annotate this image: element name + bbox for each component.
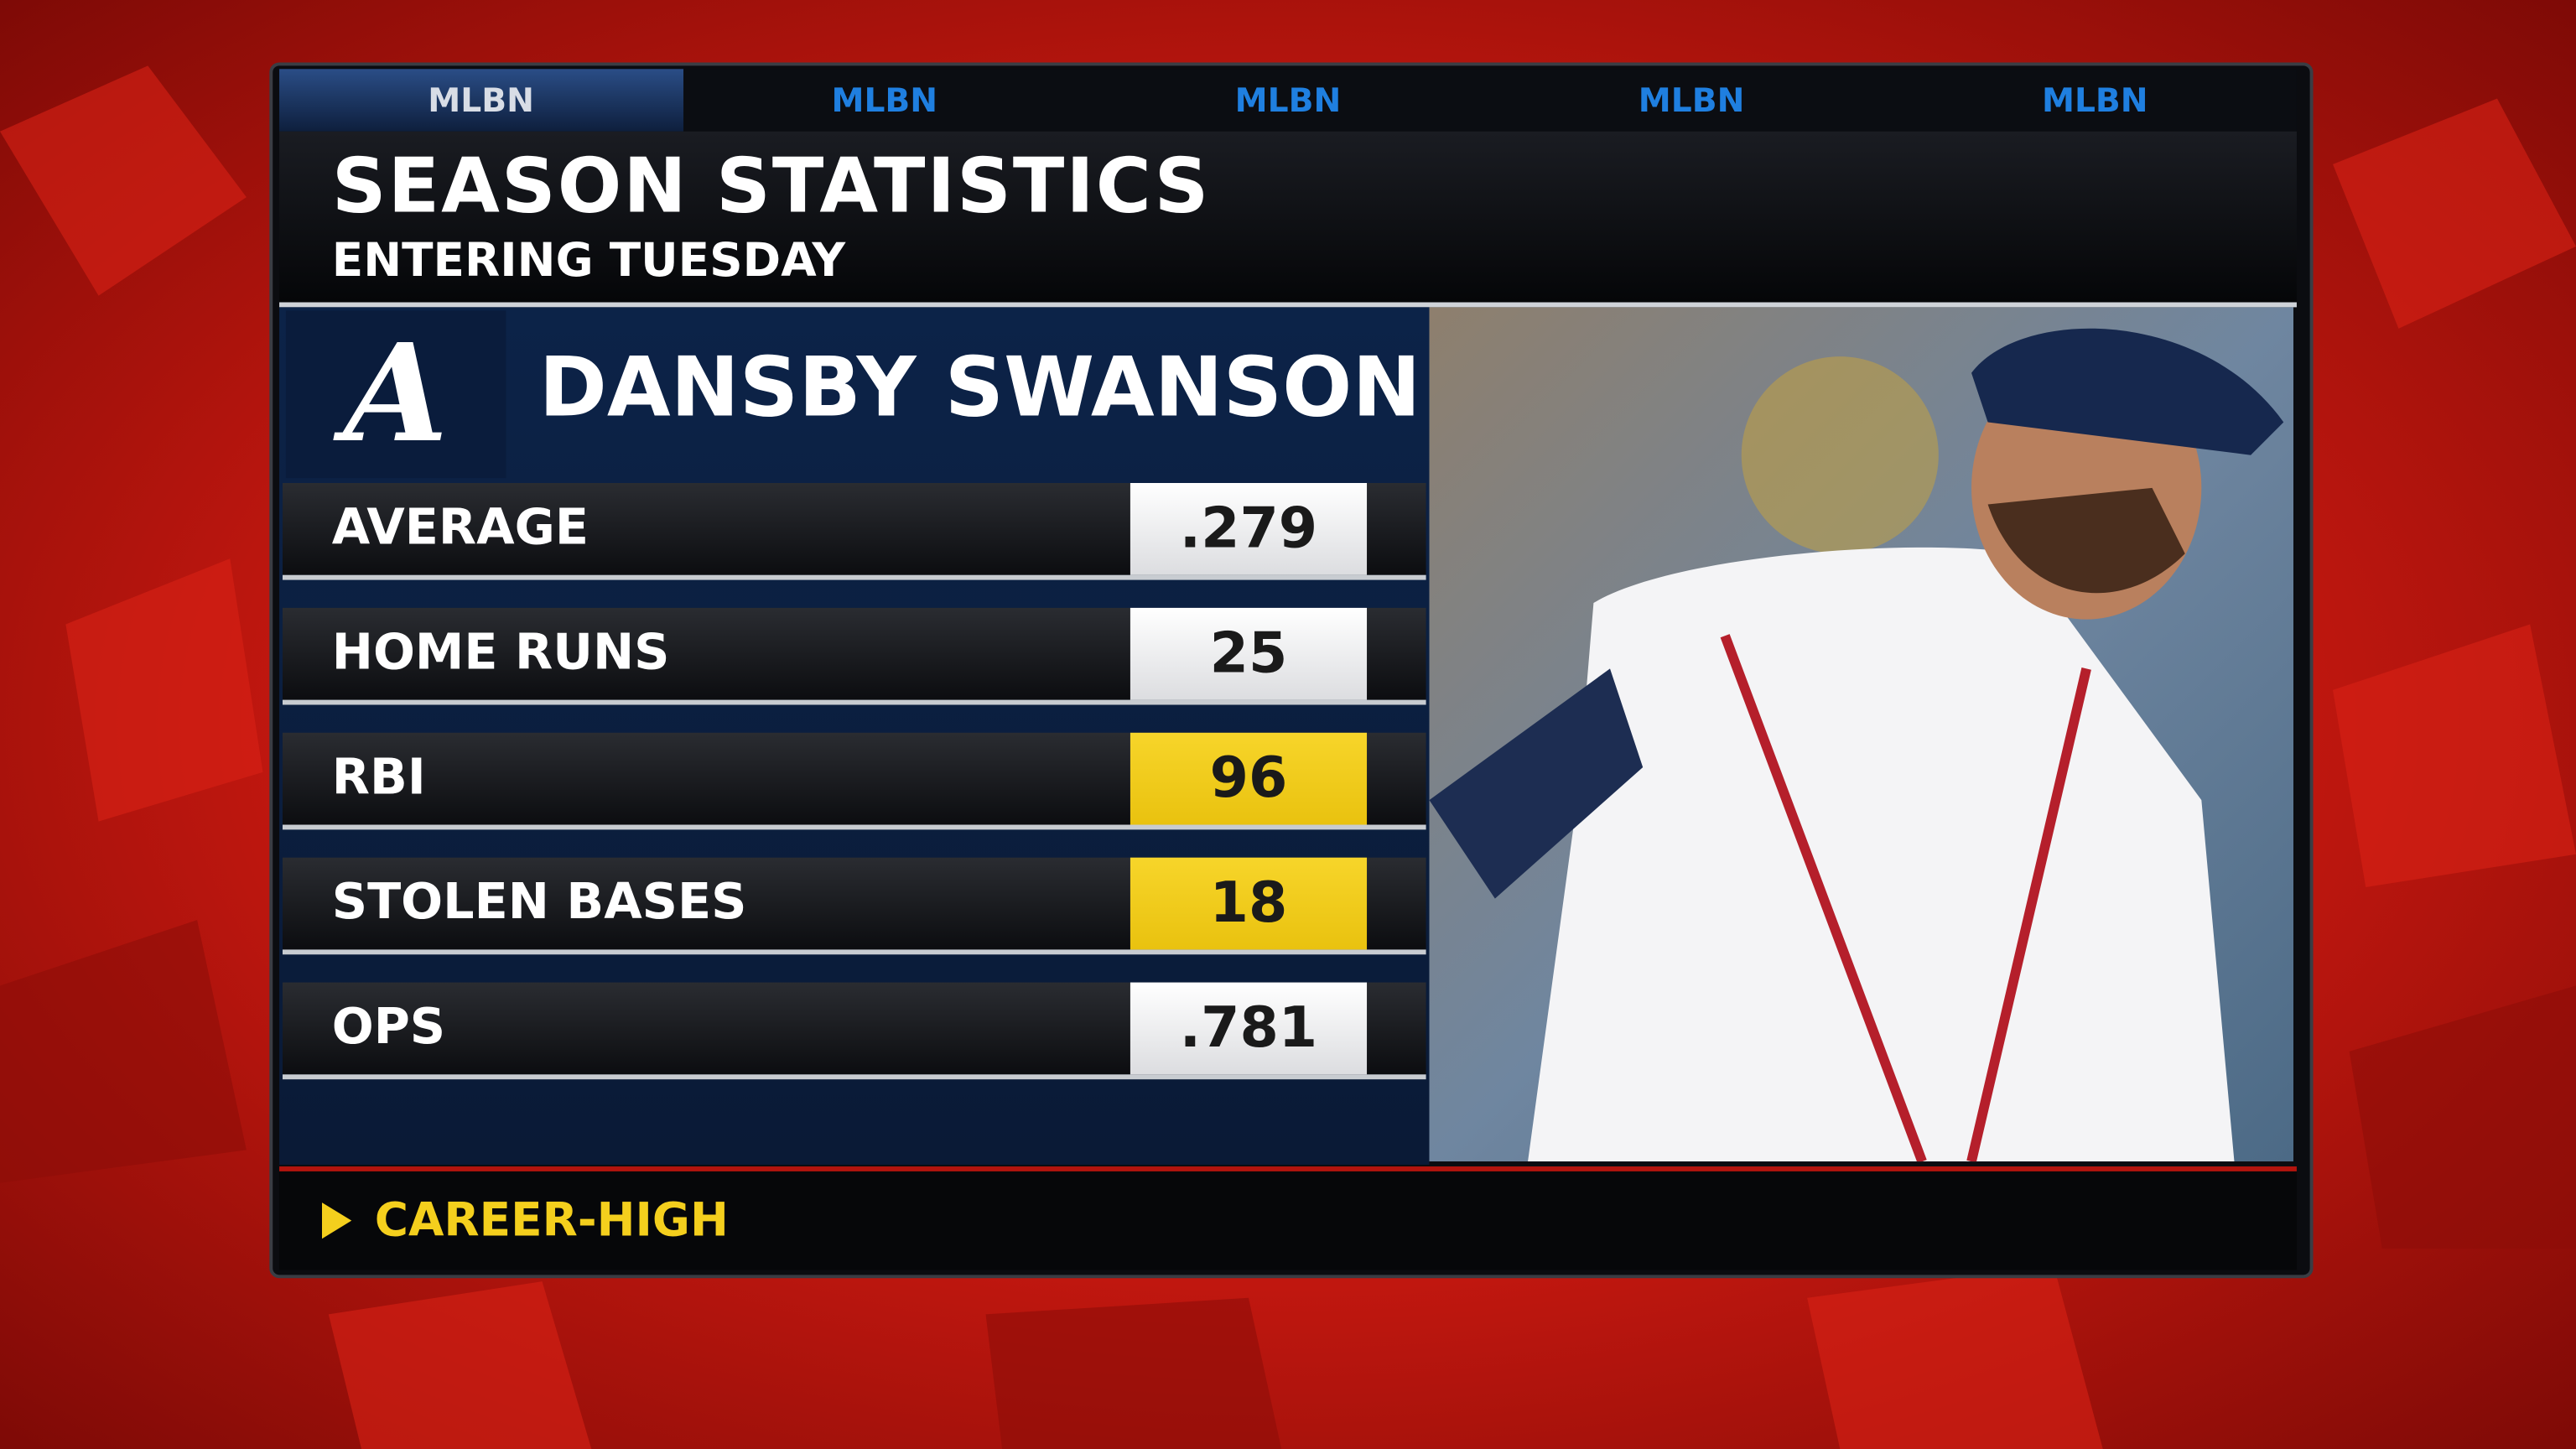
- team-logo: A: [285, 310, 506, 479]
- stat-row: RBI 96: [282, 732, 1426, 830]
- subtitle: ENTERING TUESDAY: [331, 233, 846, 288]
- stat-label: OPS: [331, 999, 446, 1057]
- tab: MLBN: [1234, 80, 1342, 121]
- legend-label: CAREER-HIGH: [374, 1192, 729, 1248]
- tab-bar: MLBN MLBN MLBN MLBN MLBN: [279, 69, 2297, 132]
- stats-panel: A DANSBY SWANSON AVERAGE .279 HOME RUNS 25 R…: [279, 307, 1430, 1166]
- tab: MLBN: [2041, 80, 2148, 121]
- stat-label: RBI: [331, 749, 426, 807]
- stat-row: OPS .781: [282, 982, 1426, 1080]
- stat-row: HOME RUNS 25: [282, 607, 1426, 705]
- stat-value: .781: [1130, 982, 1368, 1075]
- title: SEASON STATISTICS: [331, 141, 1211, 231]
- stat-row: AVERAGE .279: [282, 483, 1426, 580]
- stat-label: HOME RUNS: [331, 624, 670, 683]
- tab: MLBN: [1638, 80, 1745, 121]
- footer: CAREER-HIGH: [279, 1166, 2297, 1270]
- tab: MLBN: [831, 80, 938, 121]
- tab: MLBN: [279, 69, 683, 132]
- stat-value: 18: [1130, 857, 1368, 950]
- stat-row: STOLEN BASES 18: [282, 857, 1426, 955]
- stat-label: AVERAGE: [331, 499, 589, 558]
- stat-value: 96: [1130, 732, 1368, 825]
- player-name: DANSBY SWANSON: [538, 340, 1421, 436]
- player-photo: [1429, 307, 2294, 1162]
- header: SEASON STATISTICS ENTERING TUESDAY: [279, 131, 2297, 308]
- stat-label: STOLEN BASES: [331, 874, 747, 932]
- stat-value: 25: [1130, 607, 1368, 700]
- stat-value: .279: [1130, 483, 1368, 575]
- legend-arrow: [322, 1202, 352, 1239]
